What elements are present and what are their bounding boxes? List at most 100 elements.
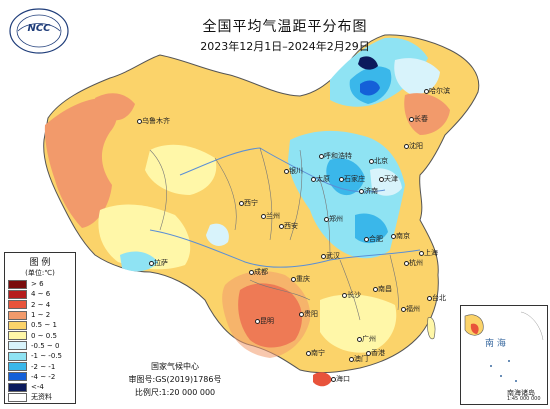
city-label: 杭州 bbox=[404, 259, 423, 267]
credit-org: 国家气候中心 bbox=[151, 362, 199, 371]
legend-label: -2 ~ -1 bbox=[31, 362, 56, 371]
legend-item: 0 ~ 0.5 bbox=[5, 330, 75, 341]
city-label: 天津 bbox=[379, 175, 398, 183]
city-label: 太原 bbox=[311, 175, 330, 183]
legend-label: 无资料 bbox=[31, 393, 52, 402]
legend-swatch bbox=[8, 382, 27, 392]
logo-icon bbox=[9, 8, 69, 54]
city-label: 石家庄 bbox=[339, 175, 365, 183]
credits: 国家气候中心 审图号:GS(2019)1786号 比例尺:1:20 000 00… bbox=[120, 360, 230, 399]
tibet-cool-patch bbox=[120, 251, 158, 272]
legend-swatch bbox=[8, 331, 27, 341]
legend-item: 无资料 bbox=[5, 392, 75, 402]
legend-item: 0.5 ~ 1 bbox=[5, 320, 75, 330]
city-label: 银川 bbox=[284, 167, 303, 175]
legend-swatch bbox=[8, 289, 27, 299]
city-label: 南宁 bbox=[306, 349, 325, 357]
legend-title: 图 例 bbox=[29, 258, 51, 268]
legend-item: <-4 bbox=[5, 382, 75, 392]
city-label: 台北 bbox=[427, 294, 446, 302]
inset-sea-label: 南 海 bbox=[485, 339, 506, 349]
legend-item: > 6 bbox=[5, 279, 75, 289]
shandong-pale bbox=[370, 168, 402, 196]
tibet-pale-zone bbox=[98, 204, 191, 270]
legend-unit: (单位:℃) bbox=[25, 269, 55, 277]
city-label: 澳门 bbox=[349, 355, 368, 363]
city-label: 上海 bbox=[419, 249, 438, 257]
credit-scale: 比例尺:1:20 000 000 bbox=[134, 388, 216, 397]
legend-label: 1 ~ 2 bbox=[31, 311, 51, 320]
city-label: 香港 bbox=[366, 349, 385, 357]
city-label: 呼和浩特 bbox=[319, 152, 352, 160]
legend-label: 4 ~ 6 bbox=[31, 290, 51, 299]
city-label: 沈阳 bbox=[404, 142, 423, 150]
inset-scale: 1:45 000 000 bbox=[507, 396, 541, 402]
legend-swatch bbox=[8, 392, 27, 402]
city-label: 南京 bbox=[391, 232, 410, 240]
jianghuai-deep-cool bbox=[355, 213, 388, 244]
legend-swatch bbox=[8, 310, 27, 320]
legend-item: -0.5 ~ 0 bbox=[5, 341, 75, 351]
south-china-sea-inset: 南 海 南海诸岛 1:45 000 000 bbox=[460, 305, 548, 405]
city-label: 兰州 bbox=[261, 212, 280, 220]
legend-label: > 6 bbox=[31, 280, 44, 289]
inset-map bbox=[464, 311, 544, 382]
city-label: 海口 bbox=[331, 375, 350, 383]
city-label: 拉萨 bbox=[149, 259, 168, 267]
legend-label: 0.5 ~ 1 bbox=[31, 321, 57, 330]
legend-label: -4 ~ -2 bbox=[31, 372, 56, 381]
legend-swatch bbox=[8, 320, 27, 330]
map-subtitle: 2023年12月1日–2024年2月29日 bbox=[200, 40, 370, 53]
city-label: 广州 bbox=[357, 335, 376, 343]
sichuan-cool-patch bbox=[206, 223, 229, 246]
legend-swatch bbox=[8, 341, 27, 351]
china-outline bbox=[43, 34, 480, 374]
city-label: 武汉 bbox=[321, 252, 340, 260]
southern-pale-zone bbox=[320, 294, 397, 353]
city-label: 长春 bbox=[409, 115, 428, 123]
city-label: 乌鲁木齐 bbox=[137, 117, 170, 125]
northern-tip-cold bbox=[358, 56, 378, 70]
taiwan-island bbox=[427, 317, 436, 340]
legend-swatch bbox=[8, 362, 27, 372]
city-label: 南昌 bbox=[373, 285, 392, 293]
legend-label: 0 ~ 0.5 bbox=[31, 331, 57, 340]
city-label: 昆明 bbox=[255, 317, 274, 325]
legend-item: -2 ~ -1 bbox=[5, 361, 75, 372]
legend-label: -0.5 ~ 0 bbox=[31, 341, 60, 350]
logo-text: NCC bbox=[27, 23, 51, 34]
legend-swatch bbox=[8, 351, 27, 361]
heilongjiang-pale bbox=[394, 58, 440, 95]
legend-label: -1 ~ -0.5 bbox=[31, 352, 62, 361]
jilin-warm-zone bbox=[404, 93, 450, 135]
city-label: 西安 bbox=[279, 222, 298, 230]
ncc-logo: NCC bbox=[8, 6, 70, 56]
legend-item: -4 ~ -2 bbox=[5, 372, 75, 382]
city-label: 合肥 bbox=[364, 235, 383, 243]
xinjiang-north-warm bbox=[95, 93, 135, 121]
yangtze-river bbox=[149, 229, 421, 268]
xinjiang-warm-zone bbox=[44, 98, 117, 228]
legend-swatch bbox=[8, 372, 27, 382]
city-label: 西宁 bbox=[239, 199, 258, 207]
hebei-deep-cool bbox=[326, 158, 365, 196]
credit-approval: 审图号:GS(2019)1786号 bbox=[128, 375, 222, 384]
legend-item: 4 ~ 6 bbox=[5, 289, 75, 299]
yellow-river bbox=[179, 147, 386, 193]
city-label: 长沙 bbox=[342, 291, 361, 299]
city-label: 郑州 bbox=[324, 215, 343, 223]
province-borders bbox=[149, 147, 399, 321]
southwest-warm-ring bbox=[222, 271, 311, 358]
city-label: 重庆 bbox=[291, 275, 310, 283]
legend-item: 1 ~ 2 bbox=[5, 310, 75, 320]
legend-swatch bbox=[8, 300, 27, 310]
legend-label: <-4 bbox=[31, 383, 44, 392]
legend-item: -1 ~ -0.5 bbox=[5, 351, 75, 361]
city-label: 贵阳 bbox=[299, 310, 318, 318]
legend-swatch bbox=[8, 279, 27, 289]
city-label: 北京 bbox=[369, 157, 388, 165]
legend-item: 2 ~ 4 bbox=[5, 300, 75, 310]
